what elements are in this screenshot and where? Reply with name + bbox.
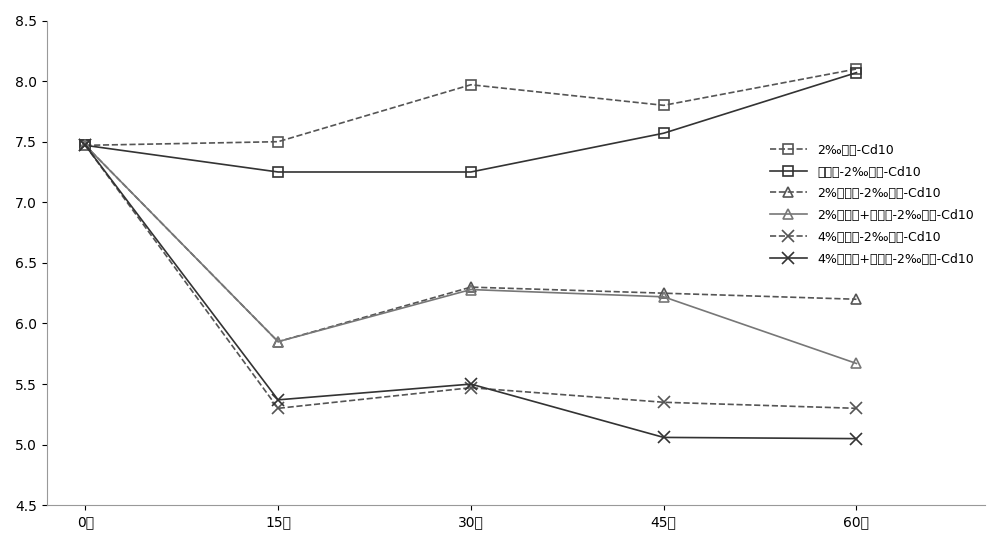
2%改良剂+降解菌-2‰石油-Cd10 [79, 142, 91, 149]
2‰石油-Cd10 [658, 102, 670, 109]
降解菌-2‰石油-Cd10 [850, 69, 862, 76]
4%改良剂-2‰石油-Cd10 [465, 385, 477, 391]
2%改良剂+降解菌-2‰石油-Cd10 [272, 338, 284, 345]
4%改良剂-2‰石油-Cd10 [850, 405, 862, 412]
2‰石油-Cd10 [465, 82, 477, 88]
4%改良剂+降解菌-2‰石油-Cd10 [272, 397, 284, 403]
2‰石油-Cd10 [850, 66, 862, 72]
降解菌-2‰石油-Cd10 [272, 169, 284, 175]
Line: 4%改良剂+降解菌-2‰石油-Cd10: 4%改良剂+降解菌-2‰石油-Cd10 [80, 140, 862, 444]
2%改良剂-2‰石油-Cd10 [850, 296, 862, 302]
2%改良剂-2‰石油-Cd10 [272, 338, 284, 345]
2%改良剂+降解菌-2‰石油-Cd10 [850, 360, 862, 367]
Line: 降解菌-2‰石油-Cd10: 降解菌-2‰石油-Cd10 [80, 68, 861, 177]
2%改良剂-2‰石油-Cd10 [79, 142, 91, 149]
2‰石油-Cd10 [79, 142, 91, 149]
2‰石油-Cd10 [272, 138, 284, 145]
2%改良剂+降解菌-2‰石油-Cd10 [658, 294, 670, 300]
2%改良剂-2‰石油-Cd10 [658, 290, 670, 296]
4%改良剂-2‰石油-Cd10 [272, 405, 284, 412]
Line: 2%改良剂+降解菌-2‰石油-Cd10: 2%改良剂+降解菌-2‰石油-Cd10 [80, 140, 861, 368]
2%改良剂+降解菌-2‰石油-Cd10 [465, 286, 477, 293]
Line: 2‰石油-Cd10: 2‰石油-Cd10 [80, 64, 861, 150]
Legend: 2‰石油-Cd10, 降解菌-2‰石油-Cd10, 2%改良剂-2‰石油-Cd10, 2%改良剂+降解菌-2‰石油-Cd10, 4%改良剂-2‰石油-Cd10,: 2‰石油-Cd10, 降解菌-2‰石油-Cd10, 2%改良剂-2‰石油-Cd1… [765, 139, 979, 270]
降解菌-2‰石油-Cd10 [465, 169, 477, 175]
2%改良剂-2‰石油-Cd10 [465, 284, 477, 290]
Line: 2%改良剂-2‰石油-Cd10: 2%改良剂-2‰石油-Cd10 [80, 140, 861, 347]
4%改良剂-2‰石油-Cd10 [658, 399, 670, 405]
4%改良剂+降解菌-2‰石油-Cd10 [850, 435, 862, 442]
4%改良剂+降解菌-2‰石油-Cd10 [79, 142, 91, 149]
降解菌-2‰石油-Cd10 [658, 130, 670, 137]
4%改良剂+降解菌-2‰石油-Cd10 [658, 434, 670, 441]
降解菌-2‰石油-Cd10 [79, 142, 91, 149]
Line: 4%改良剂-2‰石油-Cd10: 4%改良剂-2‰石油-Cd10 [80, 140, 862, 414]
4%改良剂-2‰石油-Cd10 [79, 142, 91, 149]
4%改良剂+降解菌-2‰石油-Cd10 [465, 381, 477, 387]
